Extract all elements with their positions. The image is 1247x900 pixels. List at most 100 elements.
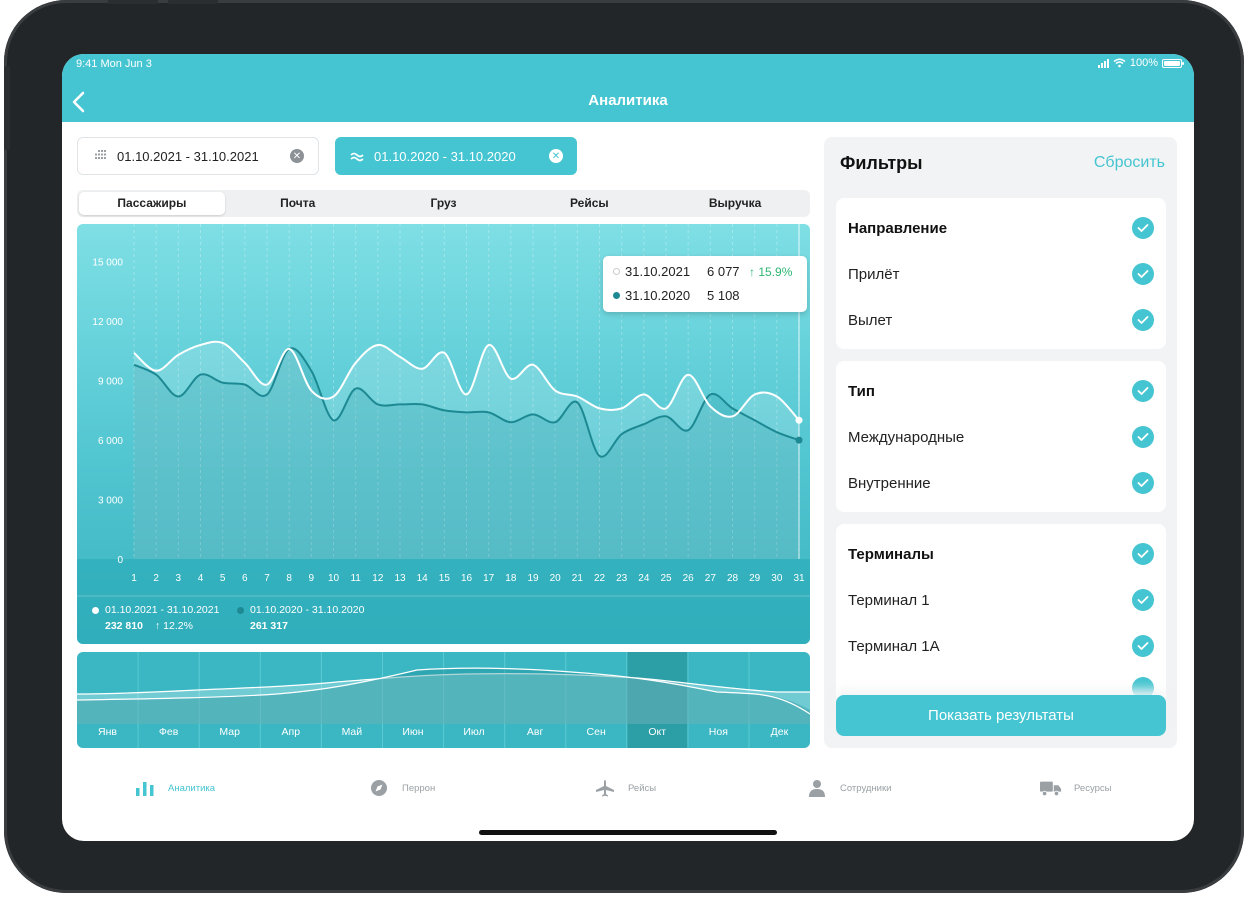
tooltip-row-primary: 31.10.2021 6 077 ↑ 15.9% [613, 264, 792, 279]
filter-row-direction[interactable]: Направление [848, 216, 1154, 240]
x-tick-label: 10 [328, 573, 340, 584]
page-title: Аналитика [588, 92, 668, 109]
filter-option-label: Прилёт [848, 265, 900, 283]
month-aug[interactable]: Авг [526, 726, 544, 738]
y-tick-label: 15 000 [92, 258, 123, 269]
legend-delta: ↑ 12.2% [154, 620, 193, 632]
year-overview[interactable]: Янв Фев Мар Апр Май Июн Июл Авг Сен Окт … [77, 652, 810, 748]
primary-date-text: 01.10.2021 - 31.10.2021 [117, 148, 259, 164]
selected-month-highlight [626, 652, 688, 748]
filter-row-terminal-1a[interactable]: Терминал 1А [848, 634, 1154, 658]
x-tick-label: 5 [220, 573, 226, 584]
axis-band [77, 559, 810, 644]
y-tick-label: 6 000 [98, 436, 123, 447]
check-icon[interactable] [1132, 635, 1154, 657]
x-tick-label: 20 [550, 573, 562, 584]
filter-row-international[interactable]: Международные [848, 425, 1154, 449]
x-tick-label: 6 [242, 573, 248, 584]
check-icon[interactable] [1132, 263, 1154, 285]
filter-group-direction: Направление Прилёт Вылет [836, 198, 1166, 349]
tabbar-staff[interactable]: Сотрудники [806, 778, 891, 798]
x-tick-label: 19 [527, 573, 539, 584]
reset-filters-link[interactable]: Сбросить [1093, 154, 1165, 171]
month-dec[interactable]: Дек [770, 726, 789, 738]
filter-row-domestic[interactable]: Внутренние [848, 471, 1154, 495]
area-compare [134, 348, 799, 559]
filter-group-title: Терминалы [848, 545, 934, 563]
compare-date-range[interactable]: 01.10.2020 - 31.10.2020 ✕ [335, 137, 577, 175]
show-results-button[interactable]: Показать результаты [836, 695, 1166, 736]
hardware-button [108, 0, 158, 4]
month-oct[interactable]: Окт [648, 726, 667, 738]
x-tick-label: 14 [417, 573, 429, 584]
point-compare-last [795, 436, 803, 444]
filter-row-arrival[interactable]: Прилёт [848, 262, 1154, 286]
hardware-button [4, 66, 10, 150]
tab-flights[interactable]: Рейсы [569, 196, 609, 210]
x-tick-label: 7 [264, 573, 270, 584]
month-sep[interactable]: Сен [586, 726, 606, 738]
tab-mail[interactable]: Почта [280, 196, 316, 210]
tabbar-label: Рейсы [628, 782, 657, 794]
tabbar-flights[interactable]: Рейсы [594, 778, 656, 798]
month-jan[interactable]: Янв [98, 726, 118, 738]
x-tick-label: 31 [793, 573, 805, 584]
x-tick-label: 1 [131, 573, 137, 584]
month-jun[interactable]: Июн [402, 726, 424, 738]
x-tick-label: 8 [286, 573, 292, 584]
legend-total: 232 810 [105, 620, 143, 632]
filter-row-next[interactable] [848, 676, 1154, 700]
month-apr[interactable]: Апр [281, 726, 301, 738]
filter-option-label: Терминал 1А [848, 637, 940, 655]
tabbar-analytics[interactable]: Аналитика [134, 778, 215, 798]
x-tick-label: 18 [505, 573, 517, 584]
compare-icon [350, 152, 364, 162]
check-icon[interactable] [1132, 380, 1154, 402]
check-icon[interactable] [1132, 472, 1154, 494]
tooltip-value: 5 108 [707, 288, 740, 303]
bar-chart-icon [134, 778, 156, 798]
primary-date-range[interactable]: 01.10.2021 - 31.10.2021 ✕ [77, 137, 319, 175]
legend-compare[interactable]: 01.10.2020 - 31.10.2020 261 317 [237, 604, 387, 632]
clear-icon[interactable]: ✕ [290, 149, 304, 163]
filters-panel: Фильтры Сбросить Направление Прилёт Выле… [824, 137, 1177, 748]
month-may[interactable]: Май [341, 726, 363, 738]
tabbar-label: Сотрудники [840, 782, 892, 794]
x-tick-label: 3 [176, 573, 182, 584]
area-primary [134, 341, 799, 559]
tabbar-apron[interactable]: Перрон [368, 778, 435, 798]
check-icon[interactable] [1132, 589, 1154, 611]
month-labels: Янв Фев Мар Апр Май Июн Июл Авг Сен Окт … [77, 724, 810, 748]
tooltip-delta: ↑ 15.9% [749, 264, 793, 279]
series-line-compare [133, 347, 800, 458]
x-tick-label: 15 [439, 573, 451, 584]
check-icon[interactable] [1132, 217, 1154, 239]
tabbar-label: Ресурсы [1074, 782, 1112, 794]
tab-revenue[interactable]: Выручка [708, 196, 762, 210]
filter-row-type[interactable]: Тип [848, 379, 1154, 403]
overview-line-compare [77, 667, 810, 715]
tabbar-resources[interactable]: Ресурсы [1040, 778, 1111, 798]
check-icon[interactable] [1132, 309, 1154, 331]
check-icon[interactable] [1132, 543, 1154, 565]
check-icon[interactable] [1132, 677, 1154, 699]
check-icon[interactable] [1132, 426, 1154, 448]
tab-cargo[interactable]: Груз [430, 196, 457, 210]
legend-range: 01.10.2020 - 31.10.2020 [250, 604, 365, 616]
x-tick-label: 16 [461, 573, 473, 584]
month-jul[interactable]: Июл [463, 726, 485, 738]
legend-primary[interactable]: 01.10.2021 - 31.10.2021 232 810 ↑ 12.2% [92, 604, 242, 632]
tab-passengers[interactable]: Пассажиры [79, 192, 225, 215]
legend-range: 01.10.2021 - 31.10.2021 [105, 604, 220, 616]
clear-icon[interactable]: ✕ [549, 149, 563, 163]
filter-row-terminal-1[interactable]: Терминал 1 [848, 588, 1154, 612]
status-indicators: 100% [1097, 57, 1184, 69]
y-tick-label: 3 000 [98, 496, 123, 507]
month-mar[interactable]: Мар [219, 726, 240, 738]
home-indicator [479, 830, 777, 835]
filter-row-terminals[interactable]: Терминалы [848, 542, 1154, 566]
filter-row-departure[interactable]: Вылет [848, 308, 1154, 332]
month-feb[interactable]: Фев [158, 726, 179, 738]
back-chevron-icon[interactable] [70, 90, 88, 114]
month-nov[interactable]: Ноя [708, 726, 728, 738]
